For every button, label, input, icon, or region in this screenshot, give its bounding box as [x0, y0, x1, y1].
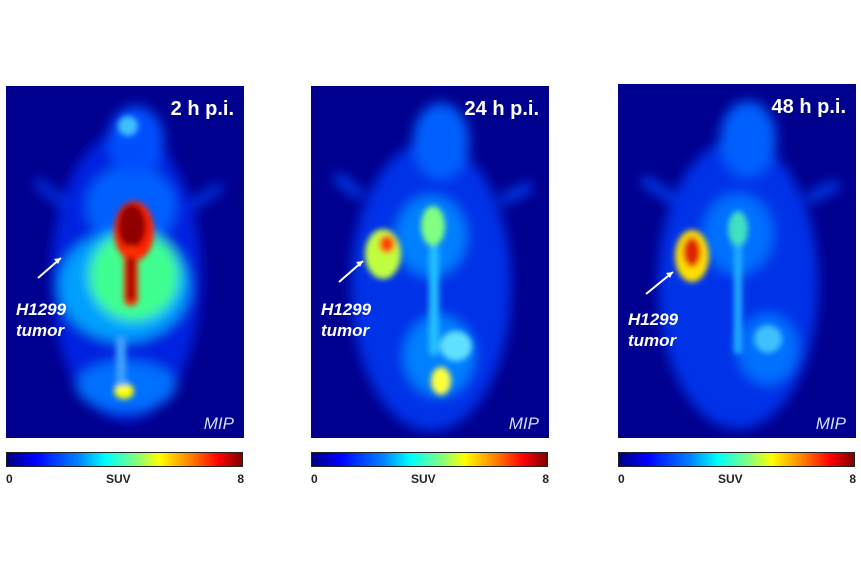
mouse-scan-24h — [332, 103, 534, 431]
colorbar-min: 0 — [311, 472, 318, 486]
projection-label: MIP — [508, 414, 539, 433]
colorbar-min: 0 — [6, 472, 13, 486]
timepoint-label: 2 h p.i. — [170, 98, 234, 120]
colorbar-max: 8 — [542, 472, 549, 486]
pet-image-2h: 2 h p.i. H1299 tumor MIP — [6, 86, 244, 438]
colorbar-label: SUV — [718, 472, 743, 486]
pet-panel-2h: 2 h p.i. H1299 tumor MIP 0 SUV 8 — [6, 0, 244, 577]
pet-image-24h: 24 h p.i. H1299 tumor MIP — [311, 86, 549, 438]
pet-panel-48h: 48 h p.i. H1299 tumor MIP 0 SUV 8 — [618, 0, 856, 577]
projection-label: MIP — [815, 414, 846, 433]
mouse-scan-2h — [32, 106, 224, 421]
timepoint-label: 24 h p.i. — [464, 98, 539, 120]
timepoint-label: 48 h p.i. — [771, 96, 846, 118]
suv-colorbar — [311, 452, 548, 467]
tumor-label: H1299 tumor — [16, 300, 67, 340]
colorbar-label: SUV — [411, 472, 436, 486]
colorbar-label: SUV — [106, 472, 131, 486]
suv-colorbar — [6, 452, 243, 467]
pet-panel-24h: 24 h p.i. H1299 tumor MIP 0 SUV 8 — [311, 0, 549, 577]
tumor-label: H1299 tumor — [628, 310, 679, 350]
colorbar-min: 0 — [618, 472, 625, 486]
pet-image-48h: 48 h p.i. H1299 tumor MIP — [618, 84, 856, 438]
colorbar-max: 8 — [849, 472, 856, 486]
mouse-scan-48h — [640, 101, 841, 429]
suv-colorbar — [618, 452, 855, 467]
tumor-label: H1299 tumor — [321, 300, 372, 340]
projection-label: MIP — [203, 414, 234, 433]
colorbar-max: 8 — [237, 472, 244, 486]
